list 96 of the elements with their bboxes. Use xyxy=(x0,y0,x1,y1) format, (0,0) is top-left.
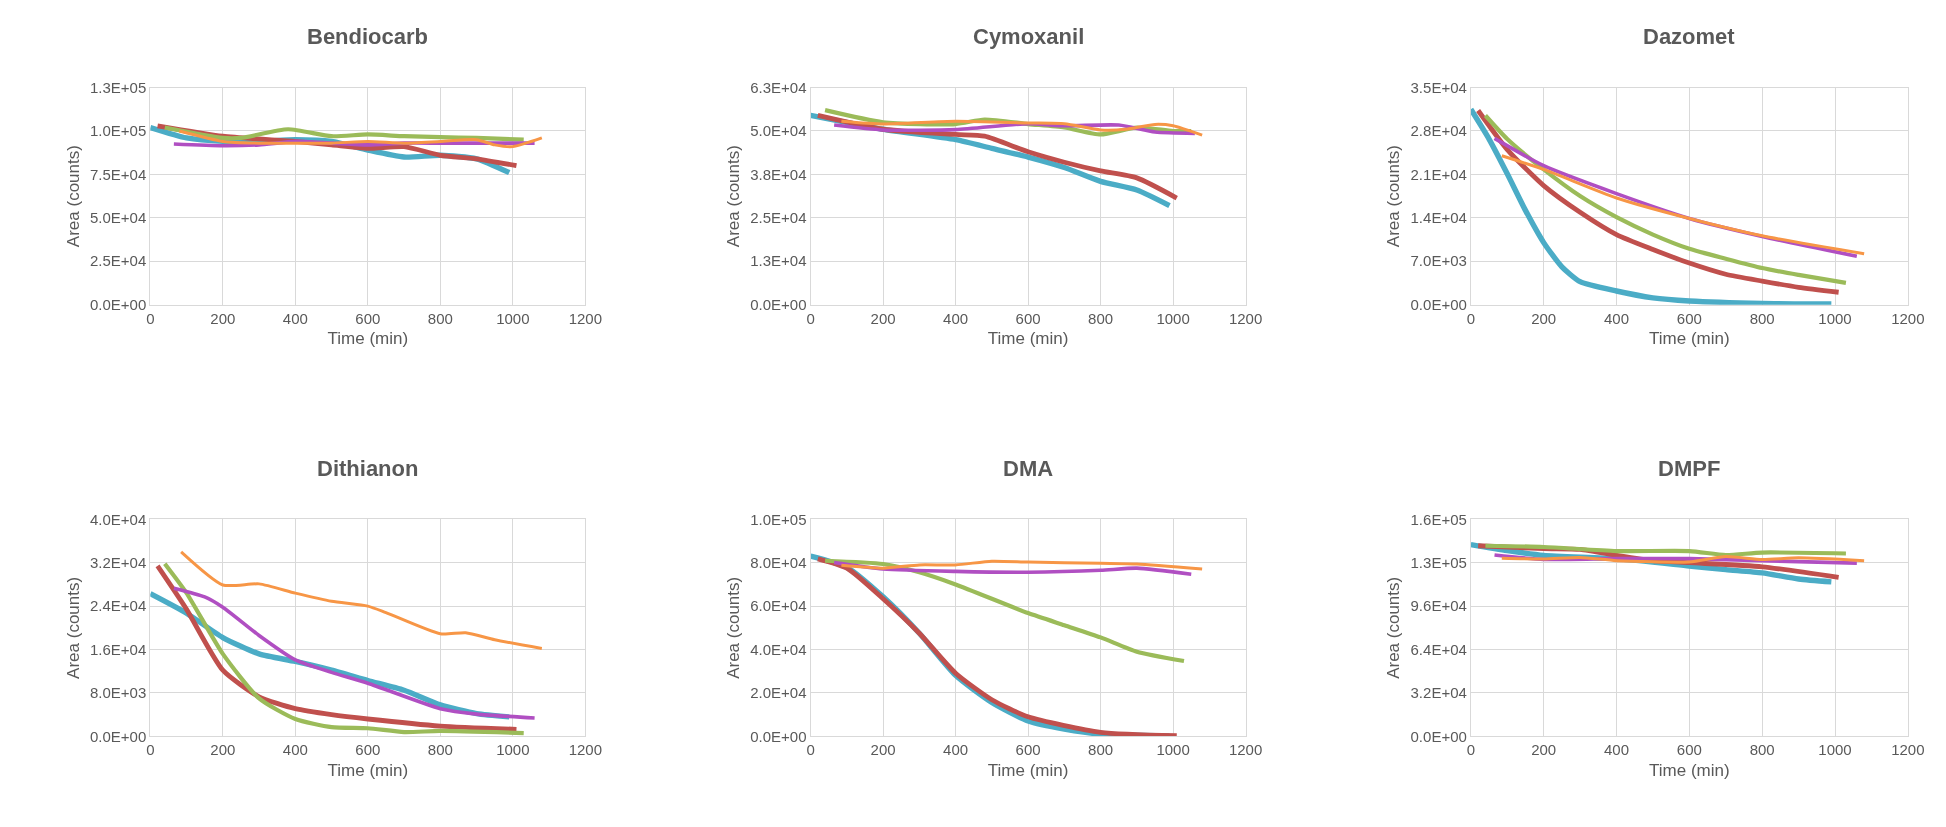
x-tick-label: 0 xyxy=(1466,741,1476,759)
x-tick-label: 1000 xyxy=(496,741,530,759)
y-tick-label: 3.8E+04 xyxy=(750,165,807,183)
y-tick-label: 2.5E+04 xyxy=(89,252,147,270)
y-tick-label: 6.4E+04 xyxy=(1410,640,1467,658)
x-tick-label: 0 xyxy=(1466,309,1476,327)
x-tick-label: 0 xyxy=(146,309,155,327)
y-tick-label: 1.6E+04 xyxy=(89,640,147,658)
chart-title: DMPF xyxy=(1658,456,1721,481)
y-tick-label: 8.0E+04 xyxy=(750,553,807,571)
x-axis-title: Time (min) xyxy=(1649,760,1730,780)
y-tick-label: 6.0E+04 xyxy=(750,597,807,615)
y-tick-label: 5.0E+04 xyxy=(89,209,147,227)
x-tick-label: 1200 xyxy=(568,309,603,327)
x-tick-label: 1000 xyxy=(1156,741,1190,759)
x-tick-label: 400 xyxy=(1603,309,1630,327)
x-tick-label: 0 xyxy=(146,741,155,759)
y-tick-label: 4.0E+04 xyxy=(750,640,807,658)
y-tick-label: 0.0E+00 xyxy=(89,295,147,313)
y-tick-label: 3.2E+04 xyxy=(1410,684,1467,702)
y-tick-label: 4.0E+04 xyxy=(89,510,147,528)
x-tick-label: 200 xyxy=(870,309,896,327)
x-axis-title: Time (min) xyxy=(1649,329,1730,349)
y-tick-label: 2.4E+04 xyxy=(89,597,147,615)
y-axis-title: Area (counts) xyxy=(723,576,743,679)
x-tick-label: 600 xyxy=(1015,741,1041,759)
x-tick-label: 600 xyxy=(1676,309,1702,327)
x-tick-label: 1200 xyxy=(1891,741,1925,759)
y-tick-label: 6.3E+04 xyxy=(750,78,807,96)
y-tick-label: 1.6E+05 xyxy=(1410,510,1467,528)
x-tick-label: 400 xyxy=(1603,741,1630,759)
x-tick-label: 400 xyxy=(943,309,969,327)
x-tick-label: 1200 xyxy=(1228,309,1263,327)
chart-title: Dithianon xyxy=(317,456,419,481)
y-axis-title: Area (counts) xyxy=(1384,576,1404,679)
chart-title: DMA xyxy=(1003,456,1054,481)
y-tick-label: 2.5E+04 xyxy=(750,209,807,227)
y-tick-label: 1.3E+05 xyxy=(89,78,147,96)
y-tick-label: 0.0E+00 xyxy=(1410,295,1467,313)
x-tick-label: 800 xyxy=(427,309,453,327)
y-tick-label: 8.0E+03 xyxy=(89,684,147,702)
x-tick-label: 400 xyxy=(282,309,308,327)
x-tick-label: 1000 xyxy=(1156,309,1190,327)
y-tick-label: 1.3E+05 xyxy=(1410,553,1467,571)
y-axis-title: Area (counts) xyxy=(723,145,743,248)
x-axis-title: Time (min) xyxy=(327,329,409,349)
x-tick-label: 400 xyxy=(943,741,969,759)
y-tick-label: 7.5E+04 xyxy=(89,165,147,183)
x-tick-label: 600 xyxy=(355,741,381,759)
y-tick-label: 2.8E+04 xyxy=(1410,122,1467,140)
x-tick-label: 800 xyxy=(427,741,453,759)
y-tick-label: 9.6E+04 xyxy=(1410,597,1467,615)
x-tick-label: 1000 xyxy=(496,309,530,327)
y-tick-label: 1.0E+05 xyxy=(89,122,147,140)
y-tick-label: 1.0E+05 xyxy=(750,510,807,528)
y-tick-label: 0.0E+00 xyxy=(1410,727,1467,745)
x-tick-label: 800 xyxy=(1088,309,1114,327)
x-tick-label: 800 xyxy=(1749,309,1775,327)
y-tick-label: 2.0E+04 xyxy=(750,684,807,702)
x-tick-label: 200 xyxy=(210,309,236,327)
x-tick-label: 1000 xyxy=(1818,741,1852,759)
y-tick-label: 3.5E+04 xyxy=(1410,78,1467,96)
y-axis-title: Area (counts) xyxy=(63,576,83,679)
y-tick-label: 0.0E+00 xyxy=(89,727,147,745)
x-tick-label: 200 xyxy=(210,741,236,759)
x-tick-label: 200 xyxy=(1531,741,1557,759)
x-tick-label: 1200 xyxy=(568,741,603,759)
x-tick-label: 0 xyxy=(806,309,815,327)
y-tick-label: 0.0E+00 xyxy=(750,295,807,313)
x-tick-label: 600 xyxy=(1676,741,1702,759)
x-tick-label: 800 xyxy=(1088,741,1114,759)
y-tick-label: 5.0E+04 xyxy=(750,122,807,140)
chart-title: Dazomet xyxy=(1643,24,1736,49)
y-axis-title: Area (counts) xyxy=(1384,145,1404,248)
chart-title: Bendiocarb xyxy=(307,24,429,49)
x-axis-title: Time (min) xyxy=(987,329,1069,349)
x-axis-title: Time (min) xyxy=(987,760,1069,780)
x-tick-label: 800 xyxy=(1749,741,1775,759)
x-tick-label: 1200 xyxy=(1891,309,1925,327)
y-tick-label: 2.1E+04 xyxy=(1410,165,1467,183)
x-tick-label: 200 xyxy=(870,741,896,759)
y-tick-label: 0.0E+00 xyxy=(750,727,807,745)
y-tick-label: 1.4E+04 xyxy=(1410,209,1467,227)
y-tick-label: 1.3E+04 xyxy=(750,252,807,270)
x-tick-label: 600 xyxy=(1015,309,1041,327)
y-axis-title: Area (counts) xyxy=(63,145,83,248)
y-tick-label: 3.2E+04 xyxy=(89,553,147,571)
x-tick-label: 0 xyxy=(806,741,815,759)
x-tick-label: 400 xyxy=(282,741,308,759)
x-tick-label: 1200 xyxy=(1228,741,1263,759)
chart-title: Cymoxanil xyxy=(973,24,1085,49)
x-tick-label: 1000 xyxy=(1818,309,1852,327)
x-axis-title: Time (min) xyxy=(327,760,409,780)
x-tick-label: 200 xyxy=(1531,309,1557,327)
y-tick-label: 7.0E+03 xyxy=(1410,252,1467,270)
x-tick-label: 600 xyxy=(355,309,381,327)
